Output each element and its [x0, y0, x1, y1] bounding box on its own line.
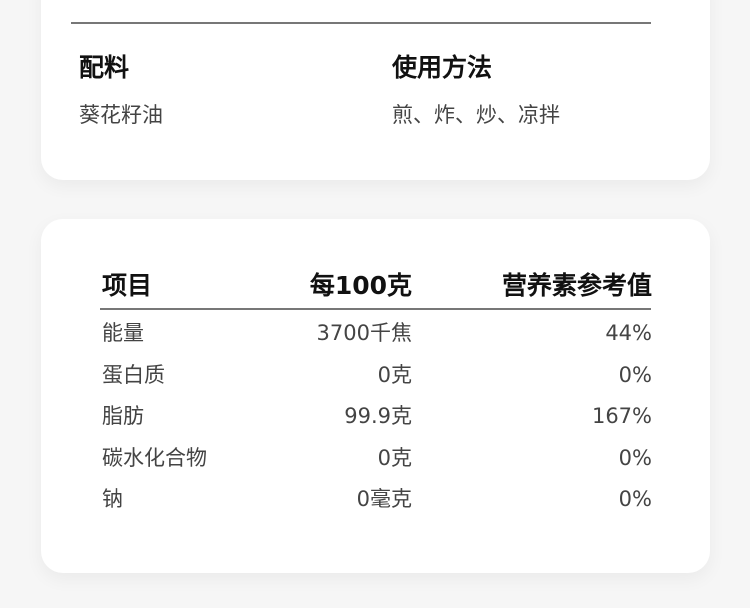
product-info-card: 配料 葵花籽油 使用方法 煎、炸、炒、凉拌	[41, 0, 710, 180]
header-divider	[100, 308, 651, 310]
nutrient-amount: 0毫克	[356, 487, 412, 511]
nutrient-nrv: 0%	[618, 363, 652, 387]
table-row: 碳水化合物 0克 0%	[102, 441, 652, 475]
table-row: 能量 3700千焦 44%	[102, 316, 652, 350]
nutrient-amount: 3700千焦	[316, 321, 412, 345]
divider	[71, 22, 651, 24]
ingredients-title: 配料	[79, 53, 130, 82]
table-row: 脂肪 99.9克 167%	[102, 399, 652, 433]
nutrition-card: 项目 每100克 营养素参考值 能量 3700千焦 44% 蛋白质 0克 0% …	[41, 219, 710, 573]
table-row: 蛋白质 0克 0%	[102, 358, 652, 392]
header-per-100g: 每100克	[309, 271, 412, 300]
usage-title: 使用方法	[392, 53, 493, 82]
nutrient-name: 蛋白质	[102, 363, 165, 387]
nutrient-nrv: 167%	[591, 404, 652, 428]
header-nrv: 营养素参考值	[501, 271, 652, 300]
nutrient-name: 钠	[102, 487, 123, 511]
header-item: 项目	[102, 271, 153, 300]
nutrient-nrv: 44%	[605, 321, 652, 345]
nutrient-name: 能量	[102, 321, 144, 345]
nutrient-nrv: 0%	[618, 446, 652, 470]
nutrition-table-header: 项目 每100克 营养素参考值	[102, 269, 652, 303]
nutrient-amount: 99.9克	[344, 404, 412, 428]
nutrient-amount: 0克	[377, 363, 412, 387]
nutrient-nrv: 0%	[618, 487, 652, 511]
nutrient-name: 碳水化合物	[102, 446, 207, 470]
table-row: 钠 0毫克 0%	[102, 482, 652, 516]
ingredients-value: 葵花籽油	[79, 103, 163, 127]
usage-value: 煎、炸、炒、凉拌	[392, 103, 560, 127]
nutrient-name: 脂肪	[102, 404, 144, 428]
nutrient-amount: 0克	[377, 446, 412, 470]
